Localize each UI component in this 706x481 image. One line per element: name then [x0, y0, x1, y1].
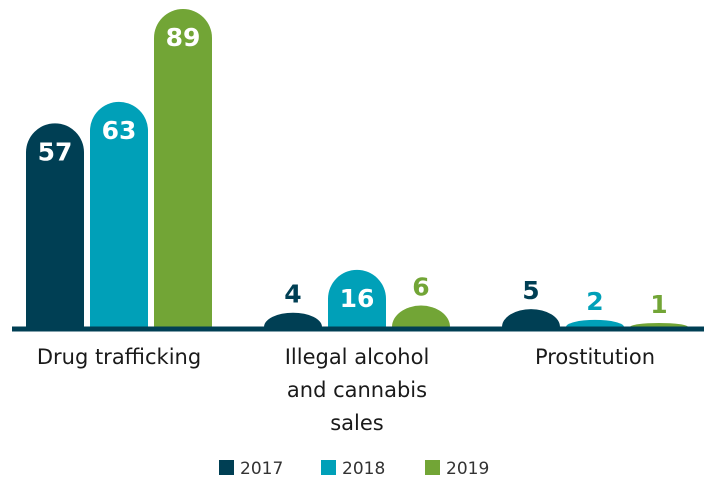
- data-label-2018-0: 63: [102, 116, 137, 145]
- data-label-2019-2: 1: [650, 290, 667, 319]
- bar-2018-0: [90, 101, 148, 327]
- legend: 2017 2018 2019: [219, 459, 489, 479]
- data-label-2017-0: 57: [38, 137, 73, 166]
- data-label-2017-2: 5: [522, 276, 539, 305]
- data-label-2018-2: 2: [586, 287, 603, 316]
- data-label-2018-1: 16: [340, 284, 375, 313]
- bar-2018-1: [328, 269, 386, 327]
- bar-2017-0: [26, 123, 84, 327]
- bar-2018-2: [566, 319, 624, 327]
- bar-2019-0: [154, 9, 212, 327]
- category-labels-layer: Drug trafficking Illegal alcohol and canna…: [37, 345, 655, 435]
- category-label-1: Illegal alcohol and cannabis sales: [285, 345, 430, 435]
- data-label-2019-1: 6: [412, 273, 429, 302]
- bars-layer: [26, 9, 688, 327]
- category-label-2: Prostitution: [535, 345, 655, 369]
- legend-label-2019: 2019: [446, 459, 489, 479]
- legend-label-2018: 2018: [342, 459, 385, 479]
- bar-2019-1: [392, 305, 450, 327]
- legend-swatch-2019: [425, 460, 440, 475]
- legend-swatch-2018: [321, 460, 336, 475]
- data-label-2019-0: 89: [166, 23, 201, 52]
- legend-swatch-2017: [219, 460, 234, 475]
- data-label-2017-1: 4: [284, 280, 301, 309]
- bar-2019-2: [630, 323, 688, 327]
- bar-2017-2: [502, 309, 560, 327]
- category-label-0: Drug trafficking: [37, 345, 201, 369]
- value-labels-layer: 57 63 89 4 16 6 5 2 1: [38, 23, 668, 319]
- bar-2017-1: [264, 312, 322, 327]
- legend-label-2017: 2017: [240, 459, 283, 479]
